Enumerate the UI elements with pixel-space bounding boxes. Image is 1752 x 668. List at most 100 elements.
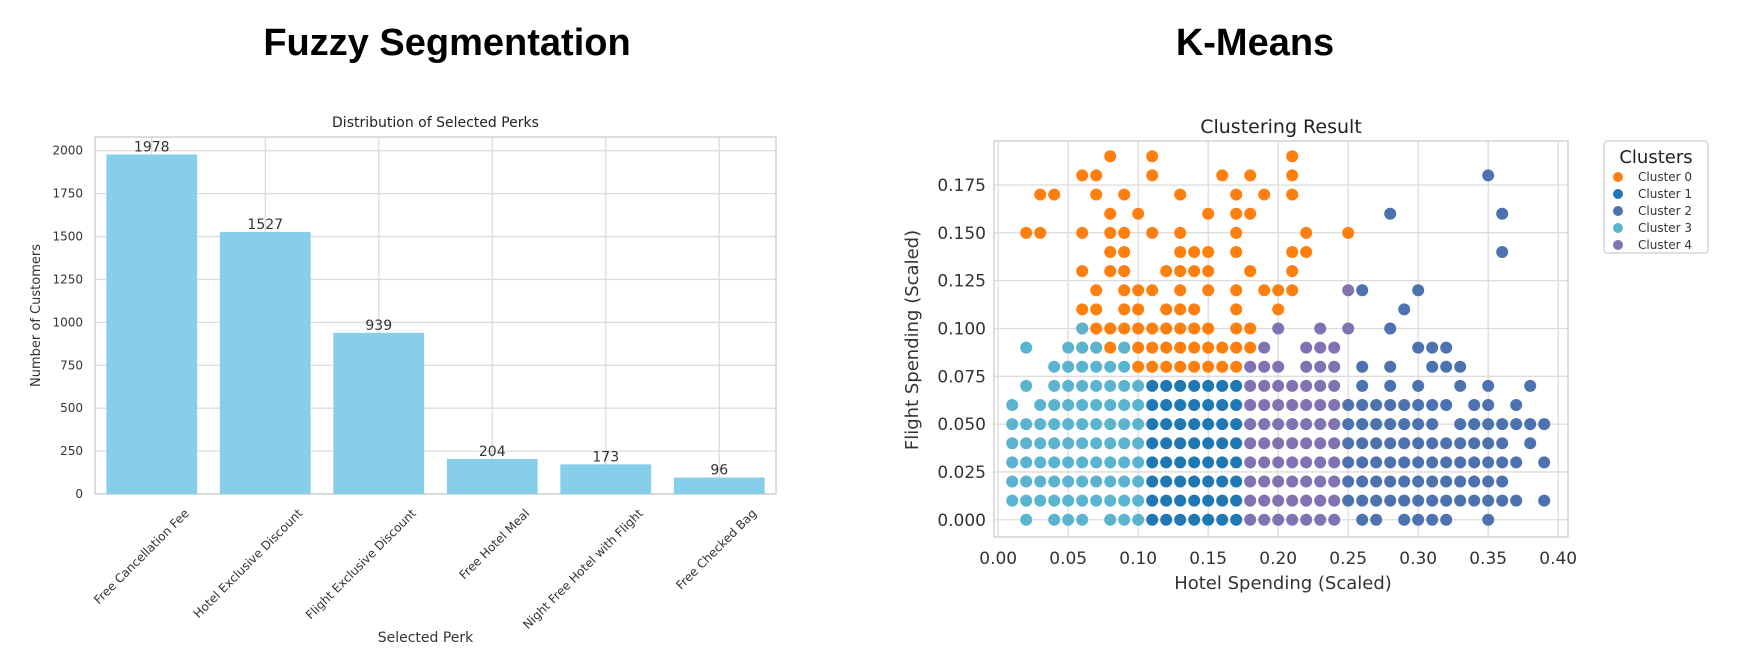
scatter-point: [1118, 399, 1131, 411]
scatter-point: [1384, 494, 1397, 507]
scatter-point: [1314, 513, 1327, 526]
scatter-point: [1076, 494, 1089, 507]
bar: [446, 458, 538, 494]
bar: [673, 477, 765, 494]
scatter-point: [1440, 437, 1453, 450]
scatter-point: [1160, 494, 1173, 507]
scatter-point: [1300, 226, 1313, 239]
scatter-point: [1132, 379, 1145, 392]
scatter-point: [1146, 360, 1159, 373]
scatter-point: [1412, 284, 1425, 297]
scatter-point: [1034, 226, 1047, 239]
scatter-point: [1272, 322, 1285, 335]
scatter-point: [1482, 456, 1495, 469]
scatter-point: [1202, 265, 1215, 278]
scatter-point: [1132, 494, 1145, 507]
scatter-point: [1370, 456, 1383, 469]
scatter-point: [1076, 341, 1089, 354]
scatter-point: [1174, 341, 1187, 354]
scatter-point: [1132, 475, 1145, 488]
scatter-point: [1076, 418, 1089, 431]
bar: [333, 332, 425, 494]
scatter-point: [1384, 379, 1397, 392]
scatter-point: [1188, 494, 1201, 507]
scatter-point: [1174, 437, 1187, 450]
scatter-point: [1146, 494, 1159, 507]
scatter-point: [1524, 379, 1537, 392]
scatter-point: [1174, 188, 1187, 201]
scatter-point: [1076, 437, 1089, 450]
scatter-point: [1342, 437, 1355, 450]
scatter-point: [1468, 475, 1481, 488]
scatter-point: [1230, 494, 1243, 507]
scatter-point: [1062, 341, 1075, 354]
scatter-point: [1454, 360, 1467, 373]
scatter-point: [1286, 379, 1299, 392]
scatter-point: [1104, 360, 1117, 373]
scatter-point: [1146, 322, 1159, 335]
scatter-point: [1216, 475, 1229, 488]
scatter-point: [1384, 207, 1397, 220]
scatter-point: [1314, 379, 1327, 392]
scatter-point: [1244, 207, 1257, 220]
scatter-point: [1286, 418, 1299, 431]
scatter-point: [1090, 188, 1103, 201]
scatter-point: [1272, 513, 1285, 526]
scatter-point: [1440, 513, 1453, 526]
y-tick-label: 1250: [52, 272, 83, 286]
scatter-point: [1160, 303, 1173, 316]
scatter-point: [1244, 360, 1257, 373]
scatter-point: [1328, 399, 1341, 411]
scatter-point: [1384, 322, 1397, 335]
scatter-point: [1482, 494, 1495, 507]
scatter-point: [1286, 456, 1299, 469]
x-tick-label: 0.25: [1329, 549, 1367, 569]
y-tick-label: 0.100: [937, 319, 986, 339]
scatter-point: [1412, 418, 1425, 431]
scatter-point: [1020, 226, 1033, 239]
scatter-point: [1342, 284, 1355, 297]
scatter-point: [1202, 494, 1215, 507]
scatter-point: [1328, 418, 1341, 431]
scatter-point: [1398, 475, 1411, 488]
scatter-point: [1202, 341, 1215, 354]
scatter-point: [1314, 418, 1327, 431]
scatter-point: [1020, 418, 1033, 431]
scatter-point: [1146, 399, 1159, 411]
scatter-point: [1202, 360, 1215, 373]
scatter-point: [1384, 475, 1397, 488]
scatter-point: [1160, 265, 1173, 278]
scatter-point: [1244, 494, 1257, 507]
scatter-point: [1160, 456, 1173, 469]
scatter-point: [1188, 456, 1201, 469]
legend-label: Cluster 3: [1638, 221, 1692, 235]
scatter-point: [1188, 303, 1201, 316]
scatter-point: [1412, 513, 1425, 526]
scatter-point: [1118, 437, 1131, 450]
scatter-point: [1300, 456, 1313, 469]
bar-chart-title: Distribution of Selected Perks: [332, 115, 539, 131]
scatter-point: [1300, 437, 1313, 450]
scatter-point: [1104, 418, 1117, 431]
scatter-point: [1090, 494, 1103, 507]
scatter-point: [1174, 513, 1187, 526]
scatter-point: [1146, 513, 1159, 526]
scatter-point: [1314, 494, 1327, 507]
scatter-point: [1146, 341, 1159, 354]
scatter-point: [1258, 379, 1271, 392]
legend-marker: [1613, 240, 1623, 250]
scatter-point: [1286, 188, 1299, 201]
scatter-point: [1300, 379, 1313, 392]
scatter-point: [1048, 456, 1061, 469]
scatter-point: [1090, 169, 1103, 182]
bar-x-axis-label: Selected Perk: [378, 630, 474, 646]
scatter-point: [1328, 475, 1341, 488]
scatter-point: [1230, 399, 1243, 411]
scatter-point: [1230, 418, 1243, 431]
scatter-point: [1230, 360, 1243, 373]
scatter-point: [1356, 399, 1369, 411]
scatter-point: [1440, 341, 1453, 354]
scatter-point: [1076, 303, 1089, 316]
scatter-point: [1482, 418, 1495, 431]
scatter-point: [1146, 284, 1159, 297]
